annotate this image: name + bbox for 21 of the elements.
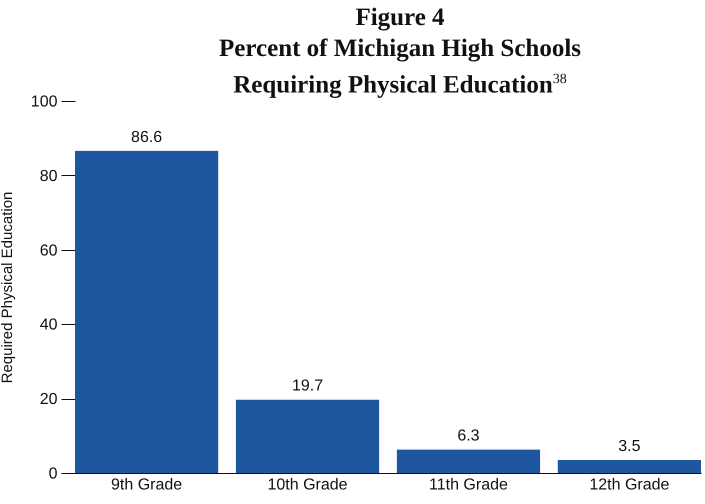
- x-tick-label: 10th Grade: [268, 476, 348, 494]
- data-label: 19.7: [292, 378, 324, 395]
- x-tick-label: 12th Grade: [589, 476, 670, 494]
- y-axis-title: Required Physical Education: [0, 192, 16, 384]
- bar: [396, 450, 540, 473]
- x-tick-label: 9th Grade: [111, 476, 182, 494]
- x-tick-label: 11th Grade: [429, 476, 508, 494]
- chart-title: Figure 4: [354, 3, 446, 33]
- y-tick-label: 40: [40, 316, 58, 334]
- bar: [558, 460, 701, 473]
- y-tick-label: 0: [48, 466, 58, 482]
- data-label: 3.5: [618, 438, 641, 455]
- y-tick-label: 60: [40, 242, 58, 260]
- bar: [75, 150, 218, 473]
- y-tick-label: 80: [40, 168, 58, 185]
- bar: [236, 400, 380, 473]
- data-label: 6.3: [457, 428, 480, 445]
- chart-subtitle: Percent of Michigan High Schools Requiring Physical Education$^{38}$: [218, 34, 582, 100]
- y-tick-label: 20: [40, 391, 58, 408]
- data-label: 86.6: [131, 128, 162, 146]
- y-tick-label: 100: [30, 94, 58, 110]
